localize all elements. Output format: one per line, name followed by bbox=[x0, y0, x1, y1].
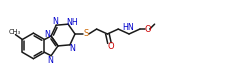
Text: HN: HN bbox=[122, 23, 134, 32]
Text: CH₃: CH₃ bbox=[8, 29, 20, 35]
Text: NH: NH bbox=[66, 18, 78, 27]
Text: O: O bbox=[107, 42, 114, 51]
Text: N: N bbox=[69, 44, 75, 53]
Text: N: N bbox=[44, 30, 50, 39]
Text: O: O bbox=[144, 25, 151, 34]
Text: N: N bbox=[47, 56, 53, 65]
Text: N: N bbox=[52, 17, 58, 26]
Text: S: S bbox=[83, 29, 89, 38]
